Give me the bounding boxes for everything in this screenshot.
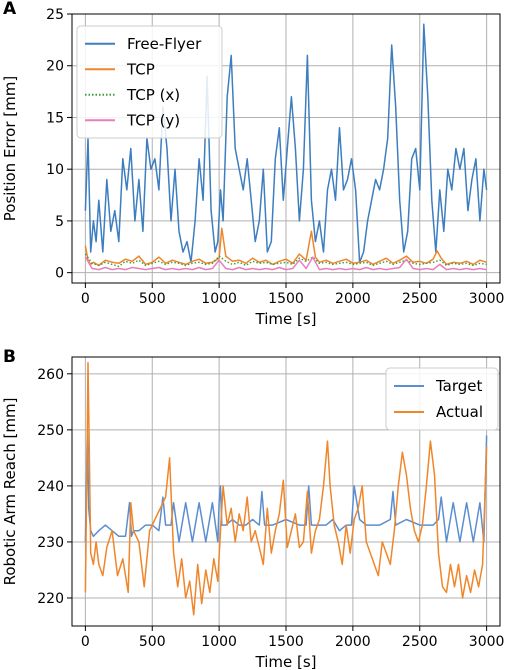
panel-b-legend-label: Target [435, 377, 483, 395]
panel-a-y-tick-label: 15 [46, 110, 64, 126]
panel-a-x-tick-label: 2000 [335, 291, 371, 307]
panel-b-x-tick-label: 3000 [469, 634, 505, 650]
panel-a-series-free-flyer [84, 23, 488, 264]
panel-a-ticks: 0 500 1000 1500 2000 2500 3000 0 5 10 15 20 25 [46, 7, 504, 307]
panel-b-series-target [84, 429, 488, 543]
panel-a-x-tick-label: 1000 [201, 291, 237, 307]
panel-a-y-tick-label: 20 [46, 59, 64, 75]
panel-a-y-axis-label: Position Error [mm] [1, 76, 19, 221]
panel-a-y-tick-label: 10 [46, 162, 64, 178]
panel-a-x-tick-label: 0 [81, 291, 90, 307]
panel-a-x-tick-label: 500 [139, 291, 166, 307]
panel-a-series-tcp-x [84, 253, 487, 268]
panel-b-ticks: 0 500 1000 1500 2000 2500 3000 220 230 240 250 260 [37, 367, 504, 650]
panel-b-legend-box [385, 367, 499, 431]
panel-b-x-axis-label: Time [s] [255, 653, 317, 670]
panel-b-y-tick-label: 230 [37, 535, 64, 551]
panel-a-label: A [3, 0, 17, 19]
panel-b-y-tick-label: 220 [37, 591, 64, 607]
panel-b-legend-label: Actual [436, 403, 483, 421]
panel-b-x-tick-label: 1500 [268, 634, 304, 650]
panel-a-legend-label: Free-Flyer [127, 35, 202, 53]
panel-a-x-tick-label: 1500 [268, 291, 304, 307]
panel-a-legend-label: TCP [126, 60, 155, 78]
panel-b-label: B [3, 347, 16, 367]
panel-b-y-axis-label: Robotic Arm Reach [mm] [1, 398, 19, 586]
panel-a-plot-area [84, 23, 488, 271]
panel-b-x-tick-label: 2000 [335, 634, 371, 650]
panel-a-x-axis-label: Time [s] [255, 310, 317, 328]
panel-a-y-tick-label: 25 [46, 7, 64, 23]
panel-a-y-tick-label: 5 [55, 214, 64, 230]
panel-b-y-tick-label: 260 [37, 367, 64, 383]
panel-a-legend-label: TCP (y) [126, 111, 180, 129]
panel-b-x-tick-label: 1000 [201, 634, 237, 650]
panel-b-y-tick-label: 250 [37, 423, 64, 439]
panel-b-x-tick-label: 2500 [402, 634, 438, 650]
panel-a-x-tick-label: 3000 [469, 291, 505, 307]
panel-b-legend: Target Actual [385, 367, 499, 431]
panel-b-x-tick-label: 0 [81, 634, 90, 650]
panel-a-series-tcp [84, 227, 487, 267]
panel-b-series-actual [84, 361, 488, 616]
panel-a-legend: Free-Flyer TCP TCP (x) TCP (y) [76, 25, 223, 139]
panel-a-legend-box [76, 25, 223, 139]
panel-a-series-tcp-y [84, 256, 487, 271]
panel-a-legend-label: TCP (x) [126, 86, 180, 104]
panel-a-x-tick-label: 2500 [402, 291, 438, 307]
panel-b-grid [72, 357, 500, 626]
panel-a-y-tick-label: 0 [55, 266, 64, 282]
panel-b-y-tick-label: 240 [37, 479, 64, 495]
panel-b-plot-area [84, 361, 488, 616]
panel-b-x-tick-label: 500 [139, 634, 166, 650]
